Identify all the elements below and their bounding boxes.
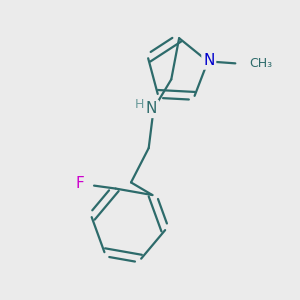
- Text: N: N: [203, 53, 214, 68]
- Text: H: H: [135, 98, 145, 111]
- Text: F: F: [76, 176, 85, 191]
- Text: N: N: [146, 101, 157, 116]
- Text: CH₃: CH₃: [249, 57, 272, 70]
